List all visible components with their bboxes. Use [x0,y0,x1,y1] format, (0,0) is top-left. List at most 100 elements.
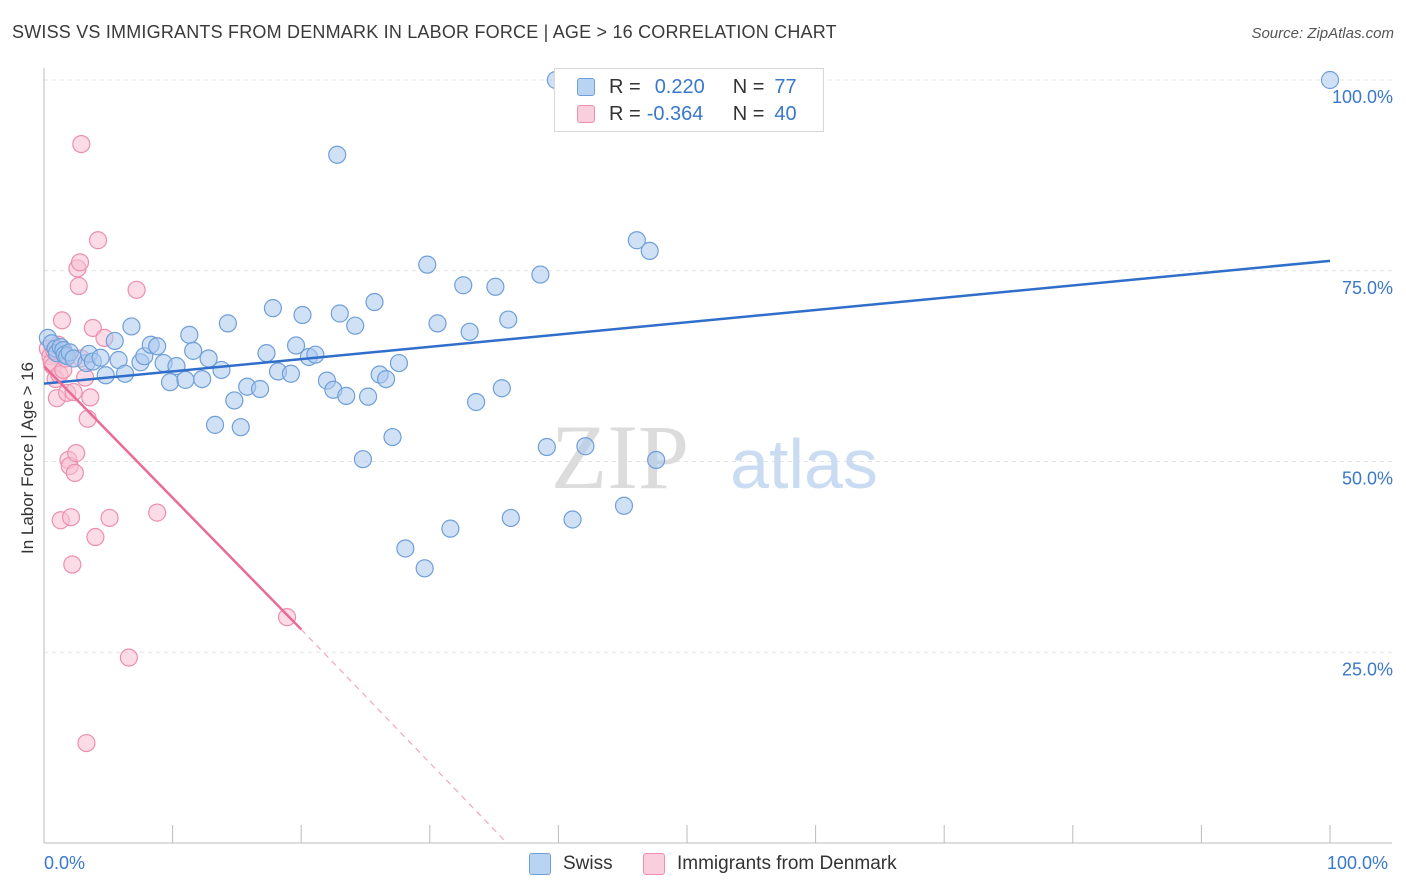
swiss-point [328,145,347,164]
denmark-point [277,608,297,627]
swiss-point [330,304,349,323]
swiss-point [346,316,365,335]
swiss-point [454,276,473,295]
watermark: ZIP atlas [551,406,878,508]
y-tick-labels: 100.0% 75.0% 50.0% 25.0% [1332,87,1393,679]
swiss-point [383,427,402,447]
swiss-point [176,370,195,389]
swiss-point [563,510,582,529]
denmark-point [86,527,105,547]
swiss-point [122,317,141,336]
denmark-point [100,508,119,528]
swiss-point [537,437,556,457]
swiss-point [428,314,447,333]
legend-swatch-denmark [577,105,595,123]
swiss-point [627,231,646,250]
swiss-point [376,369,396,389]
denmark-point [65,463,84,483]
swiss-point [148,337,167,356]
swiss-point [160,373,180,392]
denmark-point [67,444,86,463]
swiss-point [91,348,110,367]
swiss-trend-line [43,259,1331,385]
swiss-point [212,360,231,380]
x-tick-label-right: 100.0% [1327,853,1389,873]
legend-n-label: N = [732,102,765,125]
swiss-point [614,496,634,515]
swiss-point [358,387,378,406]
legend-r-value: -0.364 [646,102,704,125]
denmark-point [70,253,90,272]
swiss-point [531,265,550,284]
denmark-point [83,318,102,338]
legend-r-label: R = [609,75,641,98]
swiss-point [441,519,460,538]
swiss-point [257,344,276,363]
swiss-point [225,391,244,410]
denmark-point [52,311,72,330]
bottom-legend-denmark-label: Immigrants from Denmark [677,853,897,874]
y-tick-label: 75.0% [1342,278,1393,298]
swiss-point [389,353,409,373]
swiss-point [218,314,237,333]
swiss-point [353,450,373,469]
y-tick-label: 100.0% [1332,87,1393,107]
swiss-point [184,341,203,360]
legend-n-value: 40 [774,102,797,125]
trend-lines [43,259,1331,844]
swiss-point [337,386,356,405]
denmark-point [64,382,83,402]
denmark-point [119,648,138,667]
swiss-point [418,255,437,274]
swiss-point [647,450,666,470]
legend-row-swiss: R = 0.220 N = 77 [577,75,797,99]
swiss-points [38,70,1340,578]
denmark-point [72,134,91,154]
denmark-point [148,503,167,522]
legend-row-denmark: R = -0.364 N = 40 [577,102,797,126]
denmark-trend-extension [300,628,508,844]
denmark-points [38,134,297,753]
swiss-point [193,369,212,389]
y-tick-label: 50.0% [1342,469,1393,489]
grid [44,79,1392,653]
swiss-point [286,336,306,355]
swiss-point [1320,70,1340,90]
swiss-point [486,277,505,296]
legend-r-label: R = [609,102,641,125]
denmark-point [77,733,96,753]
swiss-point [205,415,225,434]
swiss-point [492,379,511,398]
bottom-swatch-swiss [529,853,551,875]
y-tick-label: 25.0% [1342,659,1393,679]
swiss-point [576,437,595,456]
source-label: Source: ZipAtlas.com [1251,25,1394,42]
bottom-swatch-denmark [643,853,665,875]
swiss-point [96,366,115,385]
legend-r-value: 0.220 [654,75,705,98]
bottom-legend-swiss: Swiss [529,852,613,876]
swiss-point [640,241,659,261]
denmark-point [88,231,108,250]
swiss-point [415,559,434,578]
swiss-point [365,292,384,312]
denmark-point [69,276,88,296]
swiss-point [293,305,312,325]
denmark-trend-line [43,365,303,631]
legend-swatch-swiss [577,78,595,96]
swiss-point [263,299,283,318]
x-tick-label-left: 0.0% [44,853,86,873]
watermark-zip: ZIP [551,406,689,508]
swiss-point [250,379,270,399]
denmark-point [81,388,100,407]
axes [43,68,1392,844]
swiss-point [460,322,479,341]
swiss-point [231,418,250,437]
swiss-point [501,508,520,528]
bottom-legend-swiss-label: Swiss [563,853,613,874]
swiss-point [466,392,486,412]
swiss-point [306,345,325,364]
denmark-point [78,409,97,428]
bottom-legend-denmark: Immigrants from Denmark [643,852,897,876]
